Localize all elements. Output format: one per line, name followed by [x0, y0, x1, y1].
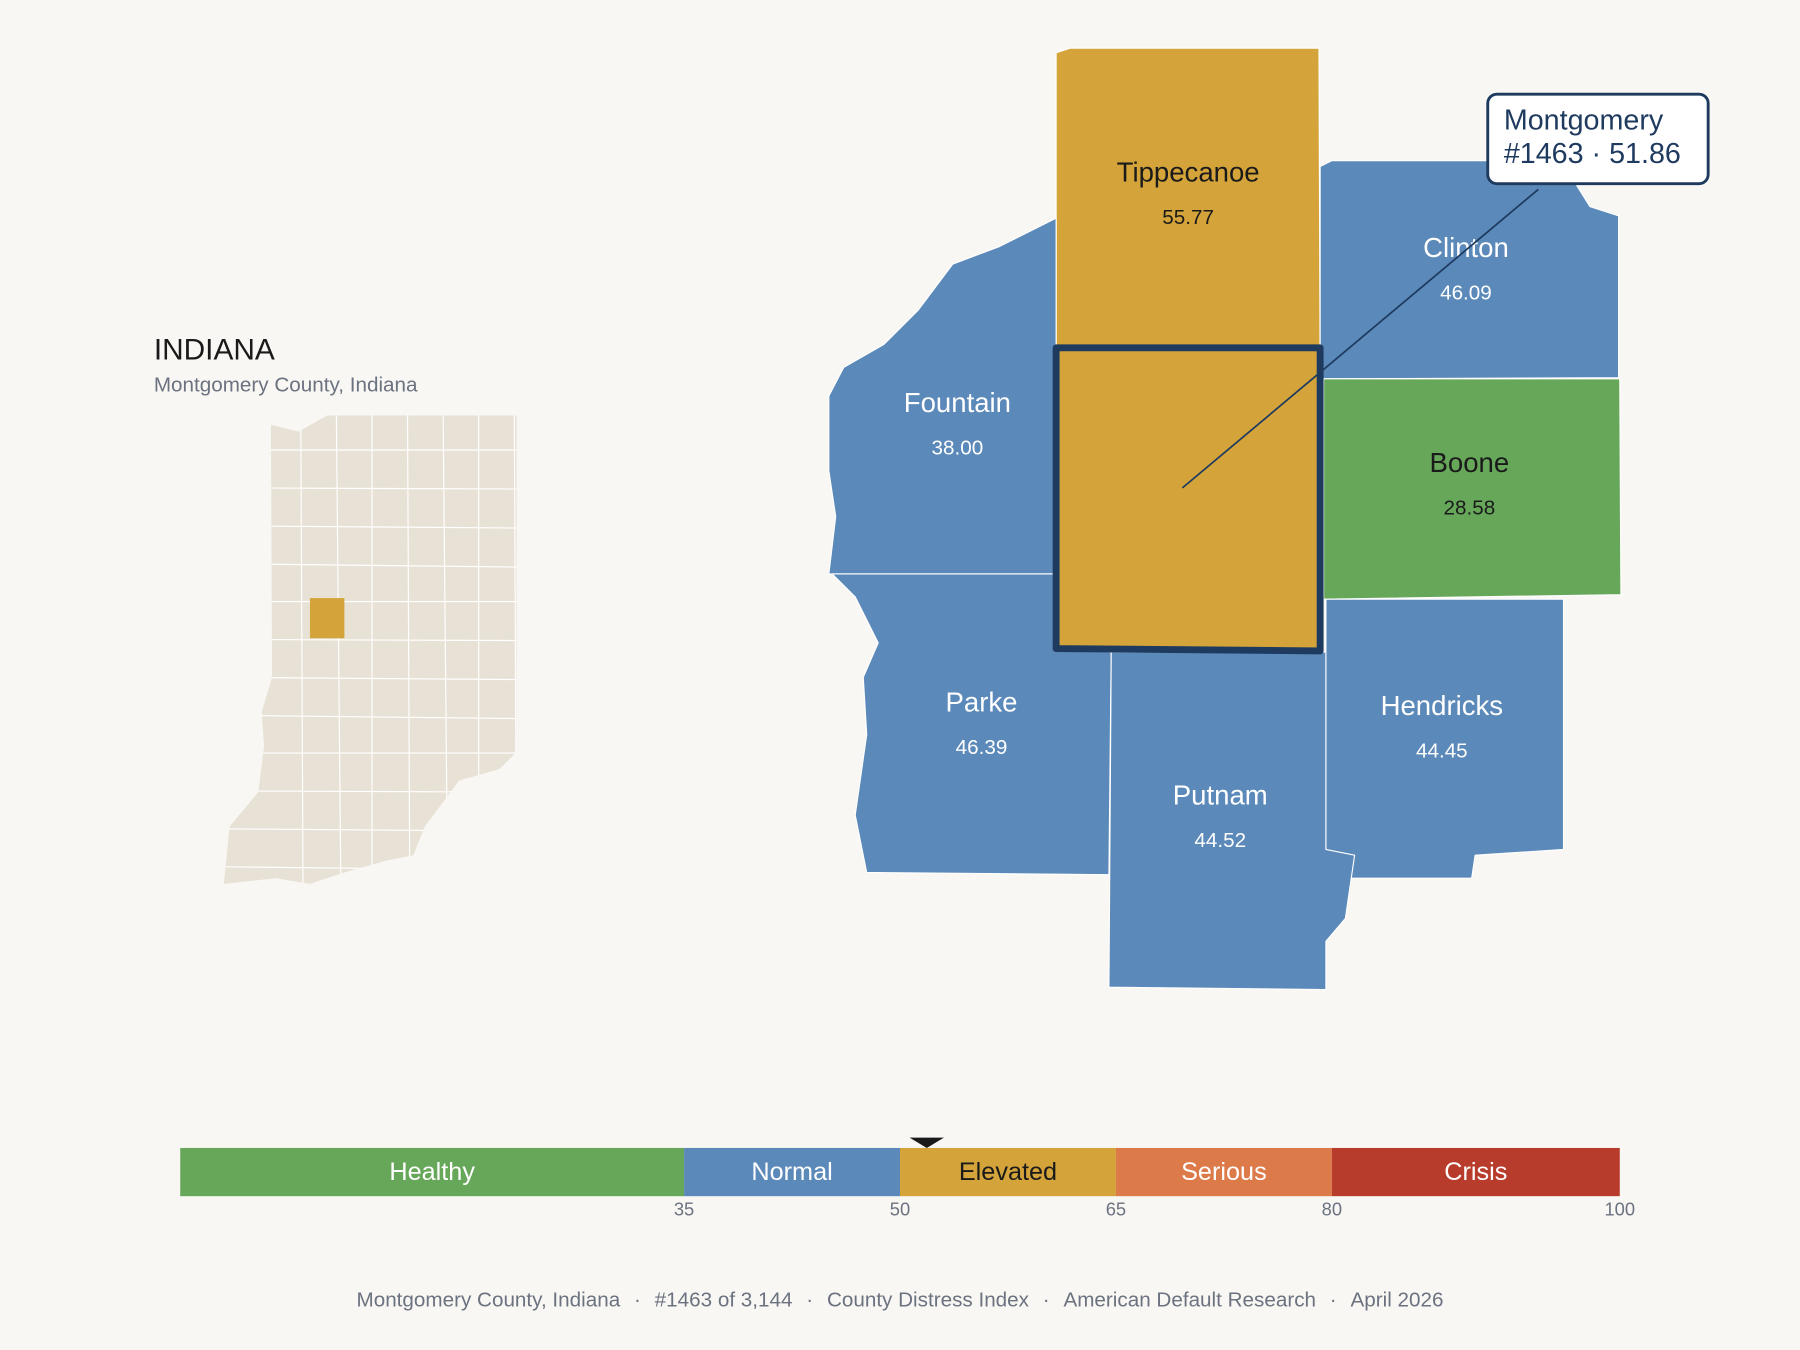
- footer-separator: ·: [1330, 1288, 1337, 1311]
- state-shape: [223, 415, 517, 884]
- footer-item: American Default Research: [1063, 1288, 1316, 1311]
- county-name: Tippecanoe: [1117, 156, 1260, 187]
- focus-county: [1052, 344, 1324, 655]
- county-border: [406, 415, 411, 884]
- locator-map: [223, 415, 517, 884]
- county-map: Tippecanoe 55.77 Clinton 46.09 Fountain 38.00…: [828, 47, 1710, 991]
- footer-item: County Distress Index: [827, 1288, 1030, 1311]
- scale-tick-label: 65: [1106, 1199, 1126, 1220]
- highlighted-county: [309, 598, 345, 639]
- callout-name: Montgomery: [1504, 105, 1664, 137]
- county-border: [300, 415, 304, 884]
- state-subtitle: Montgomery County, Indiana: [154, 373, 418, 396]
- county-value: 38.00: [932, 437, 984, 460]
- footer-item: #1463 of 3,144: [655, 1288, 793, 1311]
- county-value: 28.58: [1444, 496, 1496, 519]
- footer-separator: ·: [634, 1288, 641, 1311]
- county: [1319, 160, 1620, 380]
- distress-scale: Healthy Normal Elevated Serious Crisis 35 50 65…: [180, 1137, 1635, 1220]
- county-value: 46.09: [1440, 282, 1492, 305]
- county-value: 44.52: [1194, 829, 1246, 852]
- scale-band-label: Normal: [751, 1158, 832, 1186]
- scale-band: [1331, 1147, 1620, 1197]
- scale-tick-label: 50: [890, 1199, 910, 1220]
- footer-separator: ·: [806, 1288, 813, 1311]
- callout-detail: #1463 · 51.86: [1504, 138, 1681, 170]
- county-name: Fountain: [904, 387, 1011, 418]
- county-name: Clinton: [1423, 232, 1509, 263]
- county: [1108, 651, 1356, 991]
- footer-separator: ·: [1043, 1288, 1050, 1311]
- county-border: [223, 714, 517, 720]
- scale-band: [180, 1147, 685, 1197]
- scale-band: [1115, 1147, 1332, 1197]
- scale-tick-label: 80: [1322, 1199, 1342, 1220]
- scale-band-label: Healthy: [389, 1158, 475, 1186]
- footer-item: April 2026: [1350, 1288, 1443, 1311]
- county-value: 44.45: [1416, 740, 1468, 763]
- callout-leader: [1181, 188, 1539, 489]
- county-name: Parke: [946, 687, 1018, 718]
- county-name: Boone: [1430, 447, 1510, 478]
- footer: Montgomery County, Indiana · #1463 of 3,14…: [357, 1288, 1444, 1311]
- callout-box: [1486, 92, 1710, 186]
- state-title: INDIANA: [154, 333, 275, 366]
- scale-band: [900, 1147, 1116, 1197]
- county-border: [335, 415, 342, 884]
- county-value: 46.39: [956, 736, 1008, 759]
- scale-band-label: Crisis: [1444, 1158, 1507, 1186]
- county-value: 55.77: [1162, 206, 1214, 229]
- scale-band-label: Elevated: [959, 1158, 1057, 1186]
- county-name: Putnam: [1173, 780, 1268, 811]
- score-marker: [909, 1137, 944, 1148]
- scale-band-label: Serious: [1181, 1158, 1267, 1186]
- scale-tick-label: 35: [674, 1199, 694, 1220]
- county-name: Hendricks: [1381, 690, 1503, 721]
- footer-item: Montgomery County, Indiana: [357, 1288, 621, 1311]
- county: [1323, 378, 1622, 600]
- scale-tick-label: 100: [1604, 1199, 1635, 1220]
- scale-band: [684, 1147, 900, 1197]
- county: [828, 217, 1057, 575]
